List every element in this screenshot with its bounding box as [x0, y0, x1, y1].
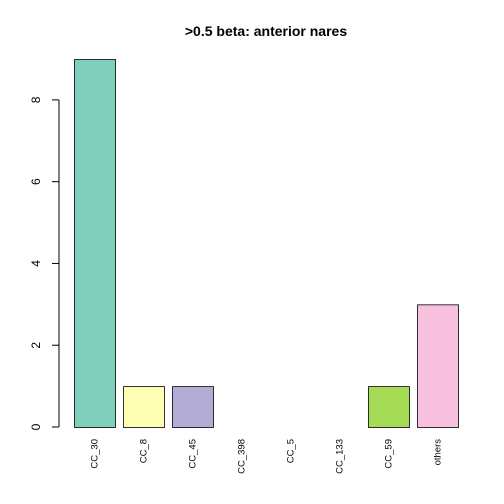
x-tick-label: CC_45 [188, 439, 199, 469]
y-tick-label: 4 [29, 260, 43, 267]
x-tick-label: others [433, 439, 444, 466]
bar-cc-59 [368, 386, 410, 428]
x-tick-label: CC_5 [286, 439, 297, 463]
y-axis: 0 2 4 6 8 [29, 96, 60, 430]
x-tick-label: CC_8 [139, 439, 150, 463]
bar-cc-45 [172, 386, 214, 428]
x-tick-label: CC_133 [335, 439, 346, 474]
y-tick-label: 8 [29, 96, 43, 103]
y-tick-label: 2 [29, 342, 43, 349]
bar-cc-30 [74, 59, 116, 428]
chart-title: >0.5 beta: anterior nares [185, 23, 347, 39]
x-tick-label: CC_398 [237, 439, 248, 474]
x-tick-labels: CC_30 CC_8 CC_45 CC_398 CC_5 CC_133 CC_59 other… [90, 439, 444, 474]
x-tick-label: CC_59 [384, 439, 395, 469]
x-tick-label: CC_30 [90, 439, 101, 469]
bars [74, 59, 459, 428]
bar-cc-8 [123, 386, 165, 428]
y-tick-label: 6 [29, 178, 43, 185]
bar-others [417, 304, 459, 428]
y-tick-label: 0 [29, 423, 43, 430]
